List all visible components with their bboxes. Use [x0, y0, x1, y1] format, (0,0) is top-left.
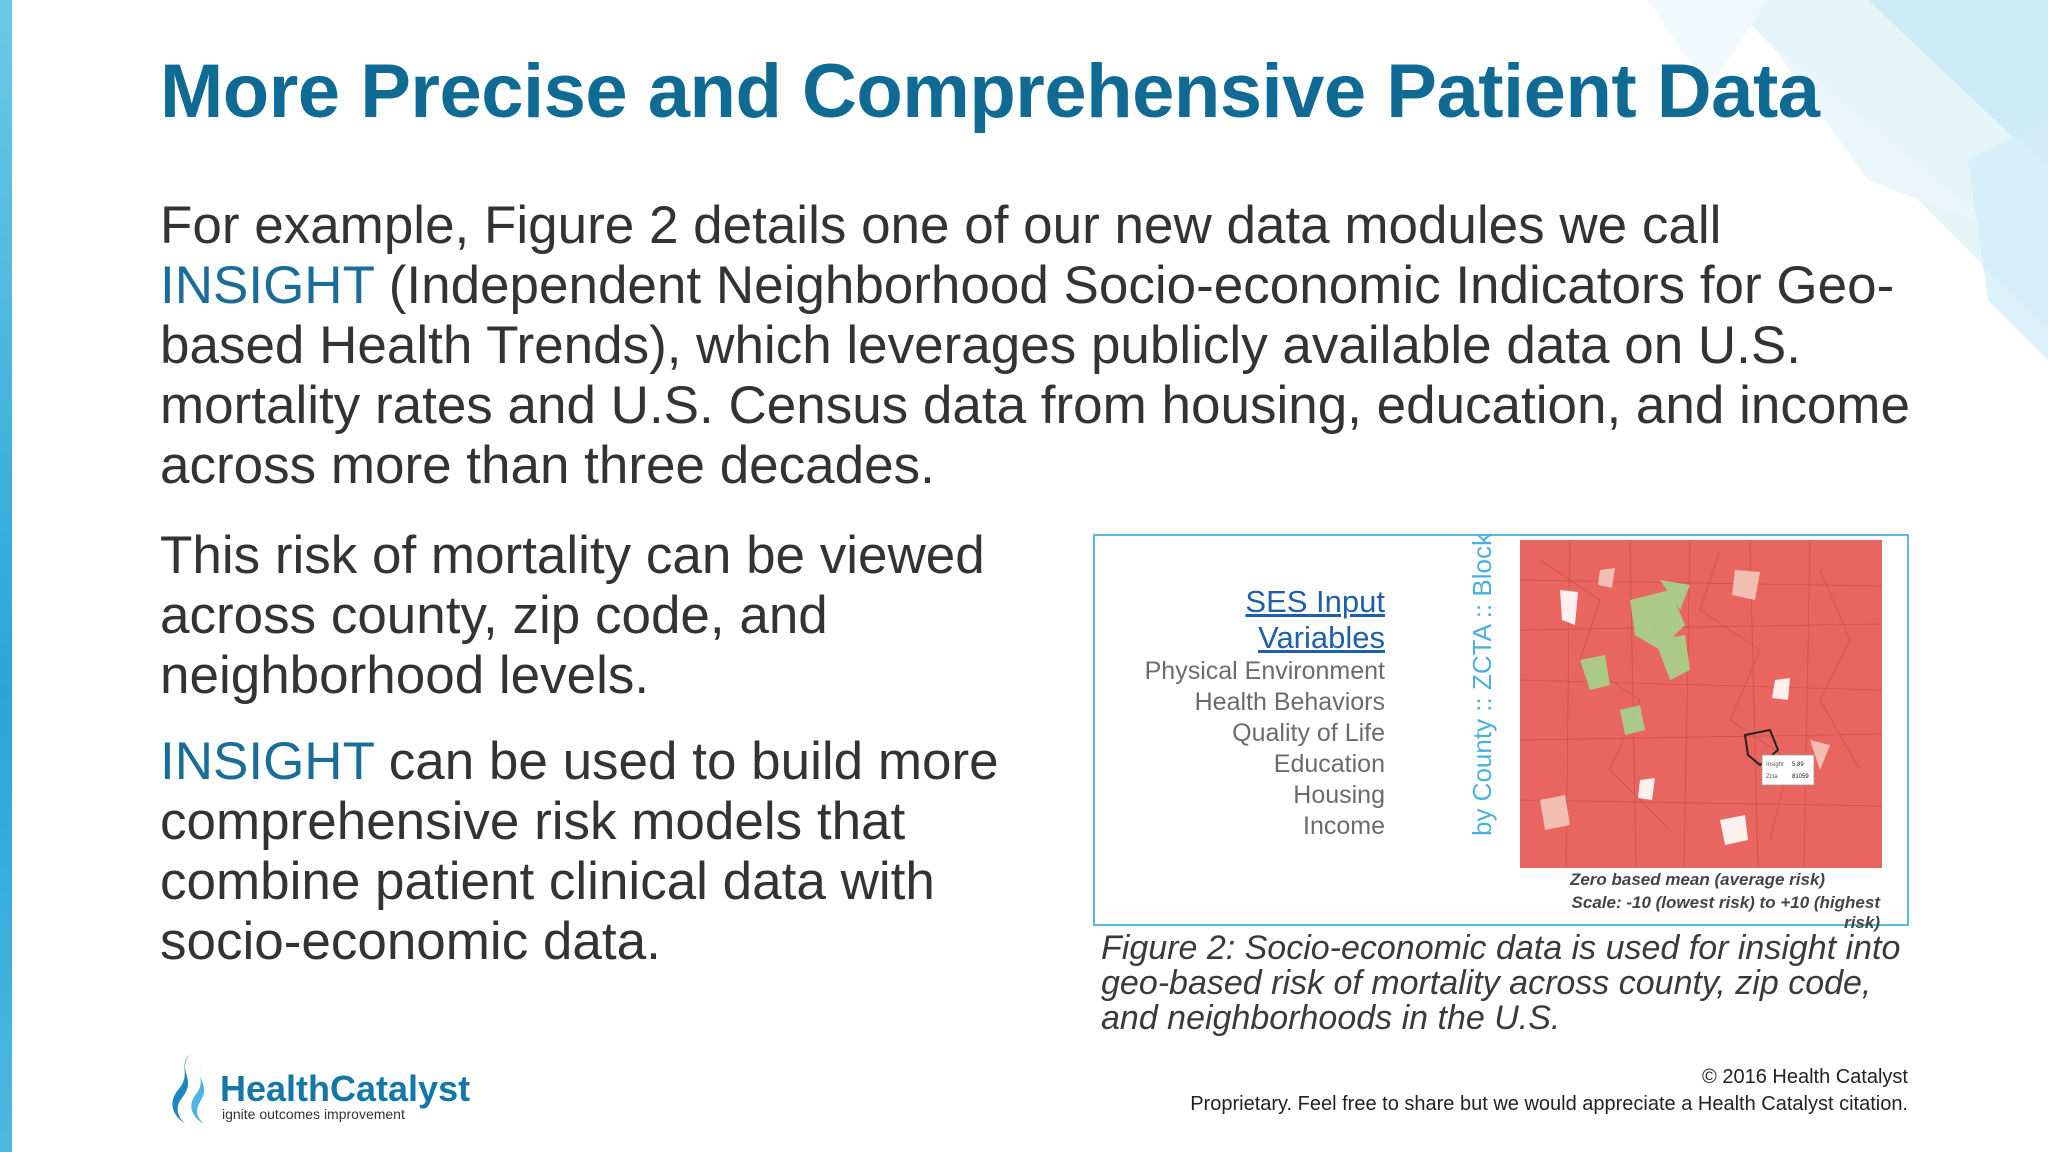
insight-term: INSIGHT — [160, 732, 374, 791]
intro-text-end: (Independent Neighborhood Socio-economic… — [160, 256, 1910, 495]
map-scale-range: Scale: -10 (lowest risk) to +10 (highest… — [1571, 893, 1880, 932]
flame-icon — [172, 1054, 205, 1124]
ses-item: Physical Environment — [1144, 657, 1385, 685]
copyright-notice: © 2016 Health Catalyst Proprietary. Feel… — [1190, 1064, 1908, 1118]
figure-caption: Figure 2: Socio-economic data is used fo… — [1101, 929, 1901, 1037]
ses-item: Education — [1273, 750, 1385, 778]
intro-text-start: For example, Figure 2 details one of our… — [160, 196, 1722, 255]
logo-wordmark: HealthCatalyst — [220, 1068, 471, 1109]
risk-map: Insight 5.89 Zcta 81059 — [1520, 540, 1882, 868]
svg-text:Insight: Insight — [1766, 762, 1784, 768]
intro-paragraph: For example, Figure 2 details one of our… — [160, 196, 1920, 496]
svg-text:5.89: 5.89 — [1792, 762, 1804, 768]
figure-2-image: SES Input Variables Physical Environment… — [1093, 533, 1909, 932]
risk-models-text: can be used to build more comprehensive … — [160, 732, 999, 971]
slide-title: More Precise and Comprehensive Patient D… — [160, 49, 1820, 134]
background-decoration — [1648, 0, 2048, 360]
proprietary-line: Proprietary. Feel free to share but we w… — [1190, 1093, 1908, 1115]
ses-variables-list: SES Input Variables Physical Environment… — [1115, 584, 1385, 842]
map-tooltip: Insight 5.89 Zcta 81059 — [1761, 754, 1815, 786]
svg-text:Zcta: Zcta — [1766, 774, 1778, 780]
svg-text:81059: 81059 — [1792, 774, 1809, 780]
logo-tagline: ignite outcomes improvement — [222, 1106, 405, 1122]
geography-level-label: by County :: ZCTA :: Block — [1467, 533, 1497, 836]
health-catalyst-logo: HealthCatalyst ignite outcomes improveme… — [168, 1054, 470, 1124]
insight-term: INSIGHT — [160, 256, 374, 315]
left-accent-bar — [0, 0, 12, 1152]
risk-models-paragraph: INSIGHT can be used to build more compre… — [160, 732, 1060, 972]
ses-item: Health Behaviors — [1194, 688, 1385, 716]
ses-item: Housing — [1293, 781, 1385, 809]
copyright-line: © 2016 Health Catalyst — [1702, 1066, 1908, 1088]
low-risk-areas — [1580, 580, 1690, 735]
ses-title: SES Input Variables — [1245, 584, 1385, 655]
ses-item: Income — [1303, 812, 1385, 840]
map-scale-title: Zero based mean (average risk) — [1569, 870, 1826, 889]
ses-item: Quality of Life — [1232, 719, 1385, 747]
mortality-levels-paragraph: This risk of mortality can be viewed acr… — [160, 526, 985, 705]
